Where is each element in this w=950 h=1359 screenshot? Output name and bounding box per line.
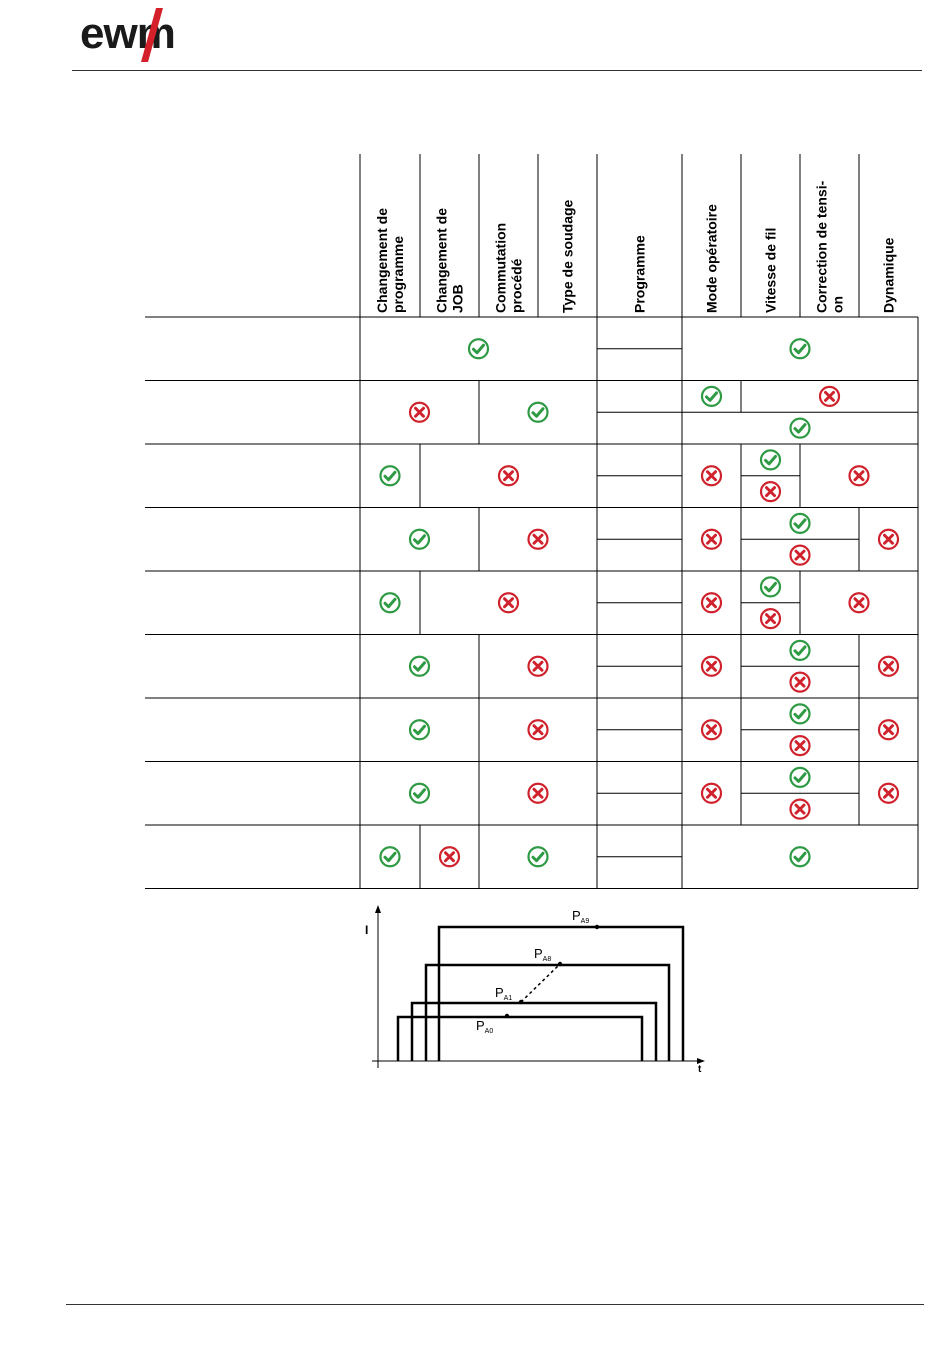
column-header-label: procédé <box>509 258 525 313</box>
cross-icon <box>877 528 900 550</box>
point-label-main: P <box>495 985 504 1000</box>
point-label: PA0 <box>476 1018 493 1035</box>
cross-icon <box>527 528 549 550</box>
cross-icon <box>759 608 782 630</box>
check-icon <box>408 655 431 677</box>
column-header-label: Programme <box>632 235 648 313</box>
check-icon <box>700 385 723 407</box>
cross-icon <box>700 782 723 804</box>
point-label-sub: A0 <box>485 1028 494 1035</box>
cross-icon <box>848 465 870 487</box>
check-icon <box>379 465 401 487</box>
column-header-label: Type de soudage <box>560 199 576 313</box>
pulse-step <box>437 925 685 1061</box>
y-axis-label: I <box>365 923 368 937</box>
column-header-label: JOB <box>450 284 466 313</box>
pulse-step <box>410 1001 658 1061</box>
check-icon <box>759 449 782 471</box>
point-label: PA9 <box>572 908 589 925</box>
cross-icon <box>877 719 900 741</box>
column-header-label: on <box>830 296 846 313</box>
dashed-connector <box>520 963 561 1003</box>
cross-icon <box>877 782 900 804</box>
point-label-main: P <box>572 908 581 923</box>
check-icon <box>789 338 811 360</box>
column-header-label: Commutation <box>493 223 509 313</box>
check-icon <box>408 782 431 804</box>
cross-icon <box>848 592 870 614</box>
column-header-label: Vitesse de fil <box>763 228 779 313</box>
point-label-sub: A9 <box>581 918 590 925</box>
cross-icon <box>759 481 782 503</box>
point-label-main: P <box>534 946 543 961</box>
check-icon <box>379 846 401 868</box>
point-label-sub: A8 <box>543 956 552 963</box>
point-label: PA8 <box>534 946 551 963</box>
cross-icon <box>700 592 723 614</box>
check-icon <box>379 592 401 614</box>
function-matrix-table: Changement de programme Changement de JOB Co… <box>145 154 919 889</box>
check-icon <box>789 766 811 788</box>
check-icon <box>759 576 782 598</box>
check-icon <box>789 846 811 868</box>
x-axis-label: t <box>698 1064 702 1075</box>
cross-icon <box>789 671 811 693</box>
point-label-sub: A1 <box>504 995 513 1002</box>
cross-icon <box>700 465 723 487</box>
column-header-label: Mode opératoire <box>704 204 720 313</box>
column-header-label: Changement de <box>374 208 390 313</box>
column-header-label: programme <box>390 236 406 313</box>
check-icon <box>408 719 431 741</box>
check-icon <box>789 703 811 725</box>
check-icon <box>527 846 549 868</box>
check-icon <box>789 639 811 661</box>
cross-icon <box>700 528 723 550</box>
check-icon <box>527 401 549 423</box>
cross-icon <box>497 592 520 614</box>
check-icon <box>408 528 431 550</box>
point-marker <box>518 999 524 1005</box>
cross-icon <box>438 846 461 868</box>
check-icon <box>467 338 490 360</box>
check-icon <box>789 512 811 534</box>
y-axis-arrow <box>375 905 381 913</box>
header-rule <box>72 70 922 71</box>
cross-icon <box>818 385 841 407</box>
logo-slash <box>141 8 163 62</box>
point-marker <box>557 961 563 967</box>
cross-icon <box>527 782 549 804</box>
cross-icon <box>789 735 811 757</box>
point-label-main: P <box>476 1018 485 1033</box>
column-header-label: Correction de tensi- <box>814 180 830 313</box>
cross-icon <box>789 544 811 566</box>
check-icon <box>789 417 811 439</box>
cross-icon <box>527 719 549 741</box>
column-header-label: Dynamique <box>881 237 897 313</box>
point-marker <box>594 924 600 930</box>
cross-icon <box>497 465 520 487</box>
cross-icon <box>527 655 549 677</box>
pulse-step <box>396 1015 644 1061</box>
column-header-label: Changement de <box>434 208 450 313</box>
cross-icon <box>700 655 723 677</box>
point-label: PA1 <box>495 985 512 1002</box>
cross-icon <box>700 719 723 741</box>
point-marker <box>504 1013 510 1019</box>
cross-icon <box>408 401 431 423</box>
footer-rule <box>66 1304 924 1305</box>
x-axis-arrow <box>697 1058 705 1064</box>
cross-icon <box>789 798 811 820</box>
pulse-step <box>424 963 671 1061</box>
ewm-logo: ewm <box>80 8 176 62</box>
cross-icon <box>877 655 900 677</box>
